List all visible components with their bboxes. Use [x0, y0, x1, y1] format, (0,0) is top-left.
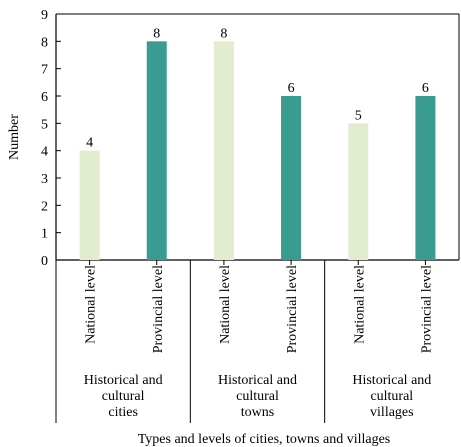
x-tick-label: National level — [218, 265, 233, 344]
y-tick-label: 8 — [41, 35, 48, 50]
y-axis-label: Number — [7, 114, 22, 160]
chart-labels: 0 1 2 3 4 5 6 7 8 9 4 National level 8 Provincial lev… — [41, 8, 434, 420]
bar-provincial-level — [415, 96, 435, 260]
x-tick-label: National level — [84, 265, 99, 344]
bar-value-label: 4 — [86, 136, 93, 151]
y-tick-label: 1 — [41, 227, 48, 242]
x-tick-label: Provincial level — [285, 265, 300, 353]
y-tick-label: 4 — [41, 145, 48, 160]
y-tick-label: 2 — [41, 199, 48, 214]
bar-value-label: 8 — [220, 26, 227, 41]
y-tick-label: 6 — [41, 90, 48, 105]
y-tick-label: 5 — [41, 117, 48, 132]
y-tick-label: 0 — [41, 254, 48, 269]
bar-provincial-level — [147, 41, 167, 260]
group-label: Historical and — [218, 373, 297, 388]
group-label: cultural — [370, 389, 413, 404]
group-label: villages — [370, 405, 414, 420]
x-axis-label: Types and levels of cities, towns and vi… — [138, 432, 391, 447]
bar-value-label: 8 — [153, 26, 160, 41]
group-label: towns — [241, 405, 274, 420]
group-label: cities — [108, 405, 138, 420]
bar-value-label: 6 — [422, 81, 429, 96]
group-label: cultural — [236, 389, 279, 404]
y-tick-label: 3 — [41, 172, 48, 187]
group-label: Historical and — [84, 373, 163, 388]
chart-axes — [56, 14, 459, 423]
bar-value-label: 6 — [288, 81, 295, 96]
bar-national-level — [214, 41, 234, 260]
bar-national-level — [80, 151, 100, 260]
y-tick-label: 7 — [41, 63, 48, 78]
bar-provincial-level — [281, 96, 301, 260]
bar-national-level — [348, 123, 368, 260]
group-label: cultural — [102, 389, 145, 404]
chart-bars — [80, 41, 436, 260]
x-tick-label: Provincial level — [151, 265, 166, 353]
x-tick-label: National level — [352, 265, 367, 344]
group-label: Historical and — [352, 373, 431, 388]
y-tick-label: 9 — [41, 8, 48, 23]
x-tick-label: Provincial level — [419, 265, 434, 353]
bar-value-label: 5 — [355, 108, 362, 123]
